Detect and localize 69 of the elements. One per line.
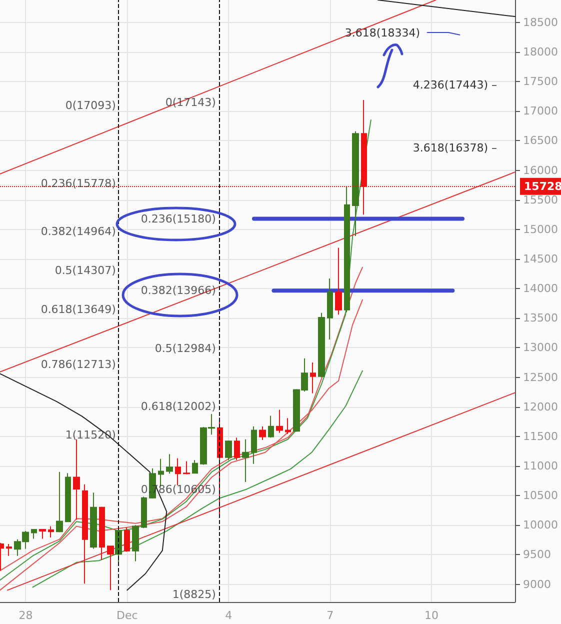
candlestick [285,418,291,435]
candlestick [132,524,139,562]
candlestick [183,460,190,475]
x-tick-label: 28 [18,609,33,622]
candlestick [73,438,80,520]
candlestick [327,278,333,340]
x-tick-label: 10 [424,609,439,622]
y-tick-label: 11500 [523,430,558,443]
candlestick [234,437,240,461]
y-tick-label: 12500 [523,370,558,384]
annotation: 0.618(13649) [40,302,116,316]
y-tick-label: 12000 [523,400,558,414]
annotation: 4.236(17443) – [412,78,497,92]
candlestick [107,545,114,591]
candlestick [192,460,198,474]
candlestick [65,472,71,523]
candlestick [242,438,249,482]
candlestick [6,544,12,556]
y-tick-label: 18000 [523,46,558,59]
annotation: 0.236(15180) [140,212,216,226]
candlestick [31,528,37,540]
candlestick [56,471,63,533]
candlestick [225,440,232,461]
annotation: 3.618(16378) – [412,142,497,154]
candlestick [99,506,105,561]
candlestick [352,130,359,236]
y-tick-label: 17000 [523,104,558,118]
candlestick [310,362,316,394]
y-tick-label: 11000 [523,459,558,472]
y-tick-label: 9000 [523,578,552,591]
candlestick [90,492,97,550]
x-tick-label: Dec [116,609,138,622]
annotation: 0.5(12984) [154,342,216,356]
candlestick [251,426,257,464]
y-tick-label: 16000 [523,164,558,177]
annotation: 0.236(15778) [40,176,116,190]
candlestick [335,247,342,316]
candlestick [268,415,274,438]
y-tick-label: 15000 [523,222,558,236]
candlestick [124,526,130,552]
candlestick [344,186,350,313]
candlestick [276,409,283,434]
candlestick [82,484,88,584]
candlestick [166,454,173,474]
candlestick [259,426,266,440]
candlestick [175,458,181,486]
annotation: 0.618(12002) [140,400,216,414]
y-tick-label: 14000 [523,282,558,296]
annotation: 0.382(14964) [40,225,116,238]
annotation: 0.786(12713) [40,358,116,372]
y-tick-label: 10000 [523,518,558,532]
x-tick-label: 7 [326,609,334,622]
y-tick-label: 15500 [523,193,558,206]
candlestick [48,526,54,538]
y-tick-label: 17500 [523,75,558,88]
y-tick-label: 14500 [523,252,558,266]
candlestick [141,496,147,529]
y-tick-label: 13000 [523,341,558,354]
annotation: 0.5(14307) [54,264,116,277]
y-tick-label: 18500 [523,16,558,29]
candlestick [39,528,46,540]
annotation: 0(17093) [65,99,116,112]
y-tick-label: 16500 [523,134,558,148]
candlestick [318,312,325,378]
annotation: 1(8825) [172,588,216,602]
y-tick-label: 13500 [523,312,558,325]
y-tick-label: 9500 [523,548,552,562]
x-tick-label: 4 [225,609,232,622]
y-tick-label: 10500 [523,489,558,502]
